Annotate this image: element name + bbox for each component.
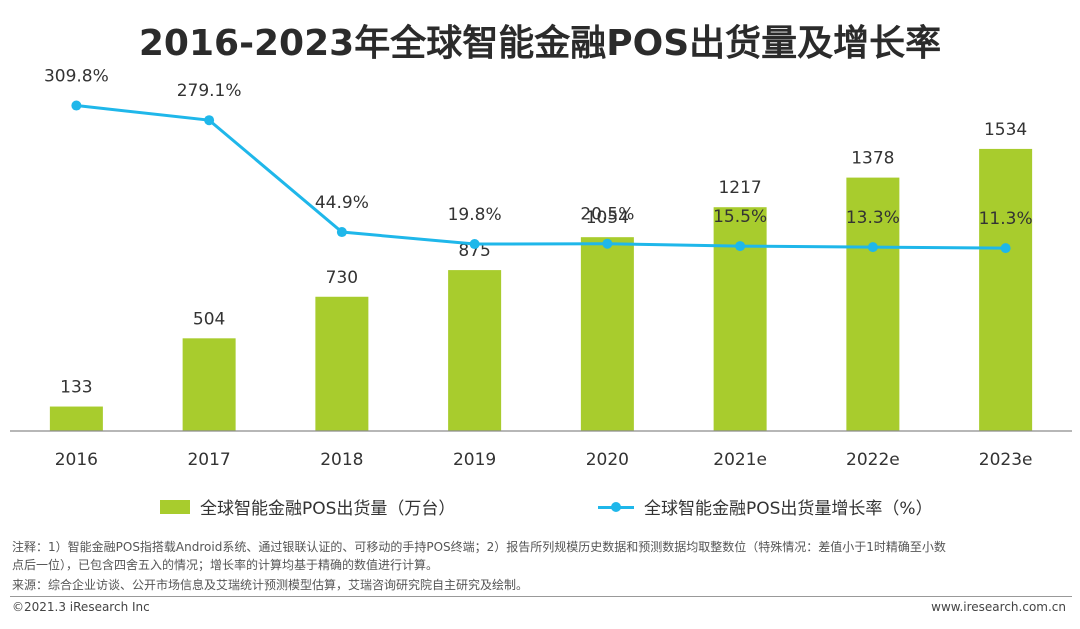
bar-2016 [49,406,103,431]
copyright-text: ©2021.3 iResearch Inc [12,600,150,614]
growth-rate-line [76,104,1006,250]
growth-value-label: 15.5% [713,207,767,227]
bar-2017 [182,338,236,431]
growth-point-2019 [469,239,480,250]
x-tick-label: 2017 [187,450,230,470]
legend-bar-swatch [160,499,190,514]
growth-value-label: 20.5% [580,205,634,225]
growth-value-label: 13.3% [846,208,900,228]
x-tick-label: 2020 [586,450,629,470]
legend-bar-label: 全球智能金融POS出货量（万台） [200,499,456,519]
x-tick-label: 2016 [55,450,98,470]
x-tick-label: 2022e [846,450,900,470]
growth-point-2018 [336,227,347,238]
footer-divider [10,596,1072,597]
growth-value-label: 19.8% [448,205,502,225]
bar-2018 [315,296,369,431]
chart-area: 133 504 730 875 1054 1217 1378 1534 2016 2017 2018… [10,67,1072,470]
bar-value-label: 133 [60,378,92,398]
bar-value-label: 1534 [984,120,1027,140]
growth-point-2020 [602,238,613,249]
legend-item-bar: 全球智能金融POS出货量（万台） [160,494,455,519]
bar-2023e [979,148,1033,432]
bar-value-label: 1378 [851,149,894,169]
growth-point-2016 [71,100,82,111]
source-note: 来源：综合企业访谈、公开市场信息及艾瑞统计预测模型估算，艾瑞咨询研究院自主研究及… [12,578,529,592]
growth-point-2021e [735,241,746,252]
bar-value-label: 730 [326,268,358,288]
website-link[interactable]: www.iresearch.com.cn [931,600,1066,614]
growth-value-label: 309.8% [44,67,109,87]
bar-2021e [713,207,767,431]
legend-line-swatch [598,500,634,514]
bar-value-label: 875 [458,241,490,261]
x-tick-label: 2019 [453,450,496,470]
growth-point-2022e [867,242,878,253]
bar-2022e [846,177,900,431]
bar-value-label: 1054 [586,208,629,228]
legend-item-line: 全球智能金融POS出货量增长率（%） [598,494,933,519]
growth-value-label: 44.9% [315,193,369,213]
growth-point-2023e [1000,243,1011,254]
legend-line-label: 全球智能金融POS出货量增长率（%） [644,499,933,519]
bar-2019 [448,270,502,431]
chart-title: 2016-2023年全球智能金融POS出货量及增长率 [138,23,942,64]
x-tick-label: 2021e [713,450,767,470]
growth-value-label: 279.1% [177,81,242,101]
growth-point-2017 [204,115,215,126]
growth-value-label: 11.3% [979,209,1033,229]
bar-2020 [580,237,634,431]
x-tick-label: 2018 [320,450,363,470]
bar-value-label: 1217 [718,178,761,198]
bar-value-label: 504 [193,309,225,329]
note-line-1: 注释：1）智能金融POS指搭载Android系统、通过银联认证的、可移动的手持P… [12,540,946,554]
x-tick-label: 2023e [979,450,1033,470]
note-line-2: 点后一位），已包含四舍五入的情况；增长率的计算均基于精确的数值进行计算。 [12,558,439,572]
